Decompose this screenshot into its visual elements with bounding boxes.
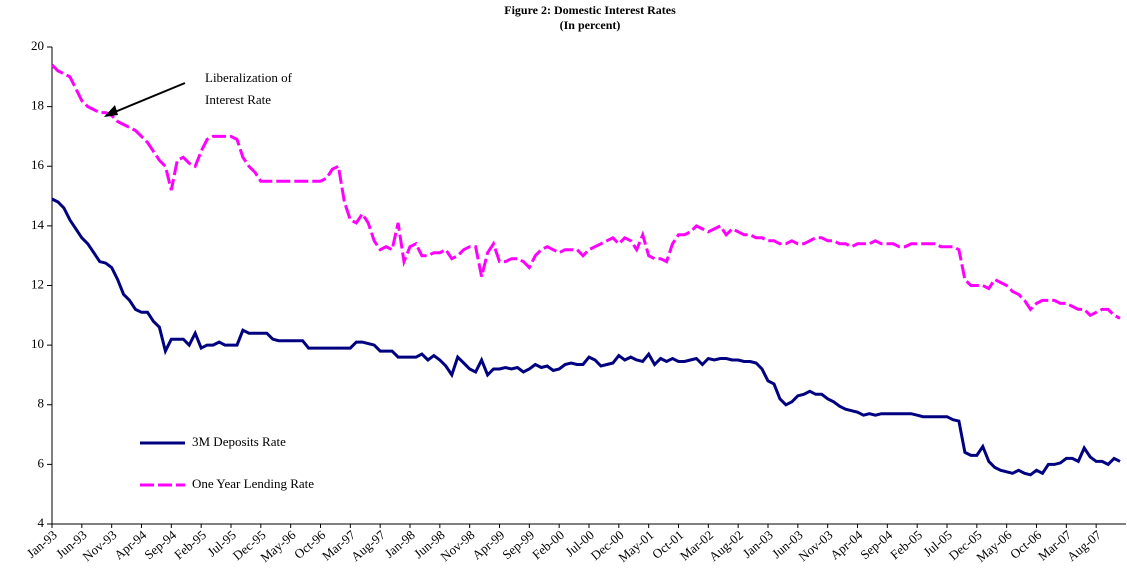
x-tick-label: Aug-97 xyxy=(348,527,388,564)
annotation: Liberalization of xyxy=(205,70,293,85)
y-tick-label: 18 xyxy=(31,98,44,113)
x-tick-label: Apr-99 xyxy=(469,527,507,562)
line-series xyxy=(51,197,1121,477)
legend-label: One Year Lending Rate xyxy=(192,476,314,491)
x-tick-label: Sep-04 xyxy=(857,527,895,562)
x-tick-label: Apr-04 xyxy=(827,527,866,563)
x-tick-label: Apr-94 xyxy=(111,527,150,563)
x-tick-label: Aug-07 xyxy=(1064,527,1104,564)
y-tick-label: 8 xyxy=(38,396,45,411)
chart-title: Figure 2: Domestic Interest Rates xyxy=(504,3,676,17)
x-tick-label: Feb-05 xyxy=(887,527,925,562)
x-tick-label: Nov-93 xyxy=(79,527,119,564)
y-tick-label: 16 xyxy=(31,157,45,172)
x-tick-label: Nov-98 xyxy=(437,527,477,564)
x-tick-label: Feb-95 xyxy=(171,527,209,562)
x-tick-label: Jan-93 xyxy=(24,527,60,561)
chart-subtitle: (In percent) xyxy=(560,18,621,32)
y-tick-label: 14 xyxy=(31,217,45,232)
y-tick-label: 4 xyxy=(38,515,45,530)
annotation-arrowhead xyxy=(104,105,118,117)
x-tick-label: Sep-94 xyxy=(141,527,179,562)
line-series xyxy=(50,63,1121,320)
y-tick-label: 10 xyxy=(31,336,44,351)
y-tick-label: 20 xyxy=(31,38,44,53)
y-tick-label: 6 xyxy=(38,455,45,470)
legend-label: 3M Deposits Rate xyxy=(192,434,286,449)
x-tick-label: Feb-00 xyxy=(529,527,567,562)
x-tick-label: Nov-03 xyxy=(795,527,835,564)
annotation-arrow xyxy=(109,82,186,115)
x-tick-label: Jan-03 xyxy=(740,527,776,561)
x-tick-label: Aug-02 xyxy=(706,527,746,564)
annotation: Interest Rate xyxy=(205,92,271,107)
y-tick-label: 12 xyxy=(31,276,44,291)
x-tick-label: Sep-99 xyxy=(499,527,537,562)
x-tick-label: Jan-98 xyxy=(382,527,418,561)
